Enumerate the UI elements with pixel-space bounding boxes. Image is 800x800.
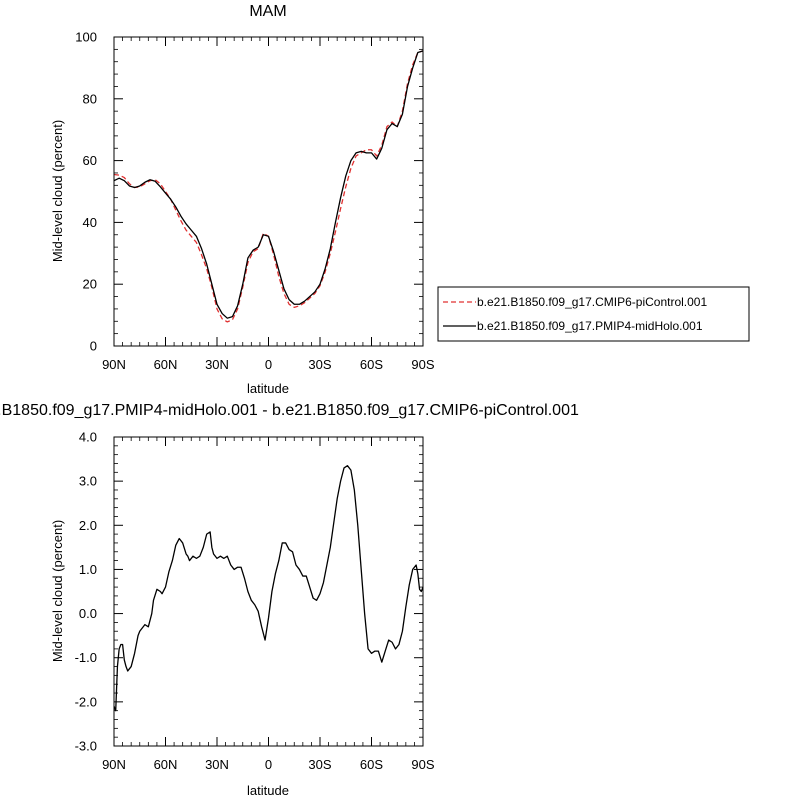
bottom-x-tick-label: 0 [265, 757, 272, 772]
top-x-axis-label: latitude [247, 381, 289, 396]
bottom-x-tick-label: 60S [360, 757, 383, 772]
bottom-axes: 90N 60N 30N 0 30S 60S 90S -3.0 -2.0 -1.0 0.0 1.0 2.0… [75, 430, 435, 773]
top-chart-title: MAM [249, 3, 286, 20]
bottom-y-tick-label: 1.0 [79, 562, 97, 577]
bottom-y-tick-label: 2.0 [79, 518, 97, 533]
top-axes: 90N 60N 30N 0 30S 60S 90S 0 20 40 60 80 100 [75, 30, 435, 373]
top-y-axis-label: Mid-level cloud (percent) [50, 120, 65, 262]
top-chart-marks [113, 50, 424, 323]
bottom-x-tick-label: 30N [205, 757, 229, 772]
bottom-chart-marks [113, 465, 424, 712]
bottom-x-tick-label: 30S [308, 757, 331, 772]
bottom-x-tick-label: 90N [102, 757, 126, 772]
bottom-y-tick-label: 0.0 [79, 606, 97, 621]
top-y-tick-label: 100 [75, 30, 97, 45]
top-series-line-midholo [113, 50, 424, 319]
legend-label-midholo: b.e21.B1850.f09_g17.PMIP4-midHolo.001 [477, 319, 703, 333]
top-x-tick-label: 60S [360, 357, 383, 372]
top-x-tick-label: 60N [154, 357, 178, 372]
bottom-y-tick-label: -1.0 [75, 650, 97, 665]
top-y-tick-label: 40 [83, 215, 97, 230]
top-x-tick-label: 0 [265, 357, 272, 372]
legend-label-picontrol: b.e21.B1850.f09_g17.CMIP6-piControl.001 [477, 295, 707, 309]
bottom-panel: b.e21.B1850.f09_g17.PMIP4-midHolo.001 - … [0, 402, 579, 798]
bottom-x-tick-label: 90S [411, 757, 434, 772]
top-x-tick-label: 90N [102, 357, 126, 372]
top-plot-frame [113, 36, 424, 347]
top-x-tick-label: 30N [205, 357, 229, 372]
top-panel: MAM 90N 60N 30N 0 30S 60S 90S 0 20 40 60 80 100 lati… [50, 3, 750, 396]
top-y-tick-label: 80 [83, 91, 97, 106]
bottom-chart-title: b.e21.B1850.f09_g17.PMIP4-midHolo.001 - … [0, 402, 579, 419]
top-y-tick-label: 60 [83, 153, 97, 168]
legend-box [437, 286, 750, 342]
bottom-y-tick-label: 4.0 [79, 430, 97, 445]
legend: b.e21.B1850.f09_g17.CMIP6-piControl.001 … [437, 286, 750, 342]
bottom-y-tick-label: -3.0 [75, 739, 97, 754]
bottom-series-line-difference [113, 465, 424, 712]
top-y-tick-label: 20 [83, 277, 97, 292]
bottom-y-tick-label: -2.0 [75, 694, 97, 709]
top-x-tick-label: 90S [411, 357, 434, 372]
top-y-tick-label: 0 [90, 339, 97, 354]
bottom-y-tick-label: 3.0 [79, 474, 97, 489]
bottom-x-axis-label: latitude [247, 783, 289, 798]
top-x-tick-label: 30S [308, 357, 331, 372]
bottom-x-tick-label: 60N [154, 757, 178, 772]
bottom-y-axis-label: Mid-level cloud (percent) [50, 520, 65, 662]
